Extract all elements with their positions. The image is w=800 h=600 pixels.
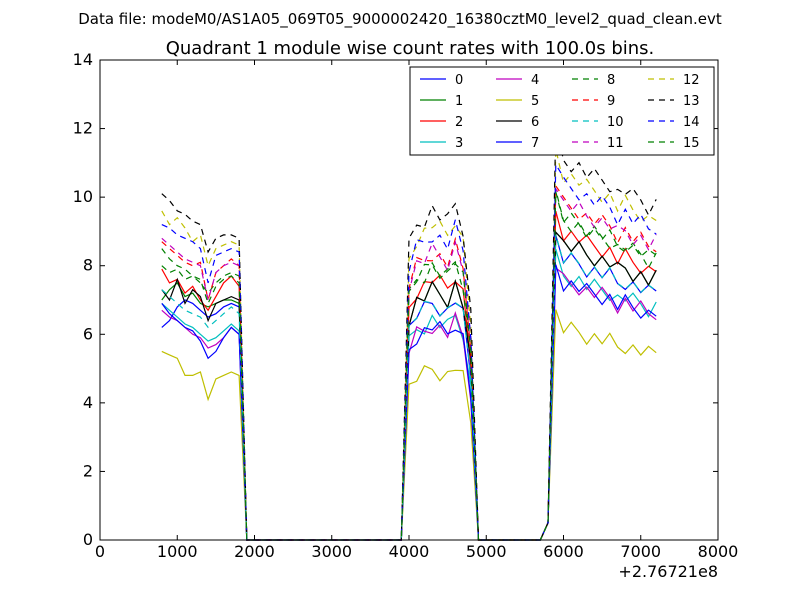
legend-label-4: 4 [531,73,539,88]
legend-label-10: 10 [607,115,624,130]
legend-label-1: 1 [455,94,463,109]
x-tick-label: 0 [95,542,105,561]
legend-box [409,66,715,156]
series-line-7 [161,264,657,541]
legend-label-9: 9 [607,94,615,109]
legend-label-5: 5 [531,94,539,109]
x-tick-label: 5000 [466,542,507,561]
legend-label-7: 7 [531,136,539,151]
x-offset-label: +2.76721e8 [618,562,718,581]
series-line-9 [161,184,657,541]
chart-title: Quadrant 1 module wise count rates with … [166,38,655,59]
x-tick-label: 4000 [389,542,430,561]
x-tick-label: 7000 [620,542,661,561]
y-tick-label: 2 [83,461,93,480]
legend-label-14: 14 [683,115,700,130]
plot-area [161,125,657,541]
legend-label-15: 15 [683,136,700,151]
y-tick-label: 8 [83,256,93,275]
x-tick-label: 2000 [234,542,275,561]
axes: 0 1000 2000 3000 4000 5000 6000 7000 80000246810… [73,50,739,561]
legend-label-2: 2 [455,115,463,130]
y-tick-label: 12 [73,119,93,138]
x-tick-label: 1000 [157,542,198,561]
y-tick-label: 14 [73,50,93,69]
legend-label-12: 12 [683,73,700,88]
series-line-15 [161,191,657,541]
series-line-4 [161,266,657,541]
legend-label-13: 13 [683,94,700,109]
legend-label-0: 0 [455,73,463,88]
series-line-5 [161,309,657,541]
series-line-12 [161,148,657,541]
legend-label-3: 3 [455,136,463,151]
x-tick-label: 3000 [311,542,352,561]
series-line-6 [161,230,657,541]
series-line-11 [161,187,657,541]
series-line-14 [161,162,657,541]
series-line-13 [161,125,657,541]
x-tick-label: 6000 [543,542,584,561]
legend-label-11: 11 [607,136,624,151]
legend-label-6: 6 [531,115,539,130]
suptitle: Data file: modeM0/AS1A05_069T05_90000024… [78,10,722,29]
x-tick-label: 8000 [698,542,739,561]
y-tick-label: 10 [73,187,93,206]
legend-label-8: 8 [607,73,615,88]
y-tick-label: 0 [83,530,93,549]
y-tick-label: 4 [83,393,93,412]
y-tick-label: 6 [83,324,93,343]
